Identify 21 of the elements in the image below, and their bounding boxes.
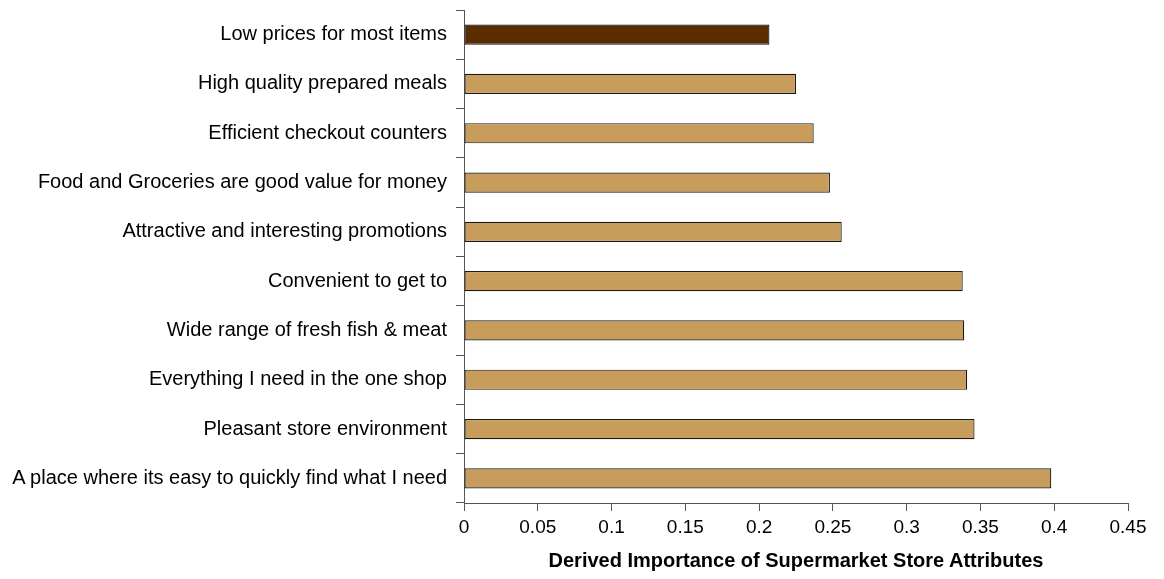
x-tick-label: 0.45	[1109, 515, 1147, 537]
x-tick-label: 0.25	[814, 515, 852, 537]
y-tick-label: Pleasant store environment	[203, 416, 448, 439]
y-tick-label: A place where its easy to quickly find what I need	[12, 465, 447, 488]
x-tick-label: 0.15	[666, 515, 704, 537]
x-tick-label: 0.1	[598, 515, 625, 537]
y-tick-label: Wide range of fresh fish & meat	[166, 317, 448, 340]
x-tick-label: 0.35	[961, 515, 999, 537]
y-tick-label: Food and Groceries are good value for money	[37, 170, 447, 193]
x-tick-label: 0.05	[519, 515, 557, 537]
y-tick-label: High quality prepared meals	[197, 71, 447, 94]
y-tick-label: Low prices for most items	[220, 22, 447, 45]
x-axis-title: Derived Importance of Supermarket Store Attributes	[548, 548, 1044, 571]
y-tick-label: Attractive and interesting promotions	[122, 219, 447, 242]
x-tick-label: 0.4	[1041, 515, 1068, 537]
x-tick-label: 0.3	[893, 515, 920, 537]
y-tick-label: Efficient checkout counters	[208, 120, 447, 143]
y-tick-label: Everything I need in the one shop	[149, 367, 447, 390]
x-tick-label: 0	[458, 515, 470, 537]
y-tick-label: Convenient to get to	[267, 268, 447, 291]
x-tick-label: 0.2	[745, 515, 773, 537]
